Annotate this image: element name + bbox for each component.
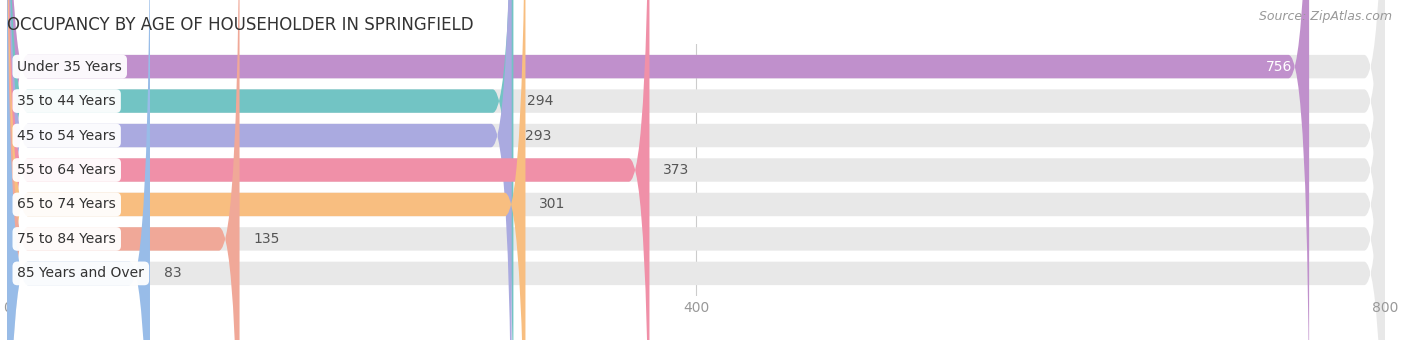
FancyBboxPatch shape [7, 0, 1385, 340]
Text: 35 to 44 Years: 35 to 44 Years [17, 94, 115, 108]
FancyBboxPatch shape [7, 0, 1385, 340]
FancyBboxPatch shape [7, 0, 1385, 340]
Text: 293: 293 [526, 129, 551, 142]
Text: Source: ZipAtlas.com: Source: ZipAtlas.com [1258, 10, 1392, 23]
Text: 45 to 54 Years: 45 to 54 Years [17, 129, 115, 142]
Text: OCCUPANCY BY AGE OF HOUSEHOLDER IN SPRINGFIELD: OCCUPANCY BY AGE OF HOUSEHOLDER IN SPRIN… [7, 16, 474, 34]
Text: 294: 294 [527, 94, 554, 108]
Text: 756: 756 [1265, 59, 1292, 73]
FancyBboxPatch shape [7, 0, 513, 340]
FancyBboxPatch shape [7, 0, 1309, 340]
FancyBboxPatch shape [7, 0, 1385, 340]
FancyBboxPatch shape [7, 0, 650, 340]
Text: 65 to 74 Years: 65 to 74 Years [17, 198, 117, 211]
Text: 135: 135 [253, 232, 280, 246]
FancyBboxPatch shape [7, 0, 1385, 340]
Text: 55 to 64 Years: 55 to 64 Years [17, 163, 117, 177]
FancyBboxPatch shape [7, 0, 239, 340]
Text: Under 35 Years: Under 35 Years [17, 59, 122, 73]
Text: 373: 373 [664, 163, 689, 177]
FancyBboxPatch shape [7, 0, 1385, 340]
FancyBboxPatch shape [7, 0, 150, 340]
Text: 83: 83 [163, 267, 181, 280]
FancyBboxPatch shape [7, 0, 512, 340]
FancyBboxPatch shape [7, 0, 526, 340]
Text: 85 Years and Over: 85 Years and Over [17, 267, 145, 280]
Text: 75 to 84 Years: 75 to 84 Years [17, 232, 117, 246]
FancyBboxPatch shape [7, 0, 1385, 340]
Text: 301: 301 [540, 198, 565, 211]
